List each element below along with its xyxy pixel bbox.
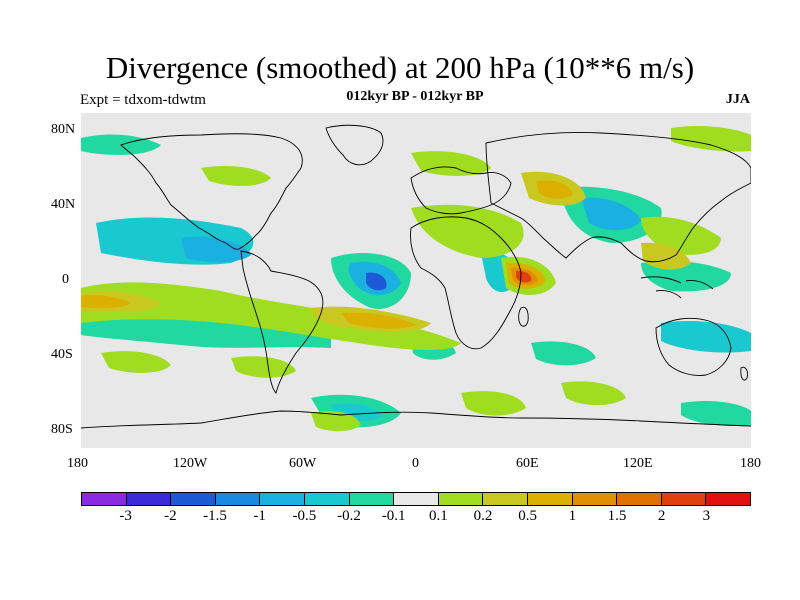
lon-label-60w: 60W bbox=[289, 456, 317, 471]
colorbar-swatch bbox=[572, 493, 618, 505]
field-blob bbox=[201, 166, 271, 186]
colorbar-tick-label: 1 bbox=[568, 508, 577, 524]
colorbar-swatch bbox=[260, 493, 305, 505]
coastline-australia bbox=[655, 317, 732, 376]
field-blob bbox=[231, 356, 296, 378]
colorbar-swatch bbox=[661, 493, 707, 505]
colorbar-swatch bbox=[126, 493, 172, 505]
colorbar-tick-label: 3 bbox=[702, 508, 711, 524]
lat-label-0: 0 bbox=[62, 272, 69, 287]
lon-label-0: 0 bbox=[412, 456, 419, 471]
lon-label-120w: 120W bbox=[173, 456, 208, 471]
field-blob bbox=[516, 270, 532, 283]
field-blob bbox=[311, 411, 361, 432]
lat-label-80s: 80S bbox=[51, 422, 73, 437]
experiment-label: Expt = tdxom-tdwtm bbox=[80, 92, 206, 108]
coastline-madagascar bbox=[518, 306, 529, 327]
colorbar-swatch bbox=[349, 493, 395, 505]
colorbar-swatch bbox=[171, 493, 216, 505]
lon-label-180e: 180 bbox=[740, 456, 761, 471]
colorbar-tick-label: -1 bbox=[253, 508, 266, 524]
lat-label-40n: 40N bbox=[51, 197, 76, 212]
colorbar-swatch bbox=[304, 493, 350, 505]
colorbar-tick-label: 0.2 bbox=[473, 508, 493, 524]
field-blob bbox=[411, 151, 491, 176]
coastline-maritime-continent bbox=[640, 276, 714, 299]
colorbar-tick-label: 0.5 bbox=[518, 508, 538, 524]
coastline-europe bbox=[410, 166, 512, 215]
season-label: JJA bbox=[725, 92, 750, 107]
colorbar-swatch bbox=[617, 493, 662, 505]
colorbar-tick-label: -1.5 bbox=[203, 508, 227, 524]
lat-label-40s: 40S bbox=[51, 347, 73, 362]
colorbar-swatch bbox=[215, 493, 261, 505]
field-blob bbox=[561, 381, 626, 406]
colorbar-swatch bbox=[438, 493, 484, 505]
coastline-new-zealand bbox=[740, 366, 748, 381]
coastlines bbox=[81, 124, 751, 429]
divergence-field bbox=[81, 125, 751, 432]
field-blob bbox=[341, 312, 416, 329]
plot-title: Divergence (smoothed) at 200 hPa (10**6 … bbox=[105, 50, 695, 85]
lon-label-60e: 60E bbox=[516, 456, 539, 471]
field-blob bbox=[671, 125, 751, 152]
field-blob bbox=[536, 180, 573, 199]
field-blob bbox=[531, 341, 596, 366]
colorbar-tick-label: -0.5 bbox=[292, 508, 317, 524]
field-blob bbox=[366, 272, 387, 291]
coastline-greenland bbox=[325, 124, 384, 166]
colorbar-tick-label: 2 bbox=[657, 508, 666, 524]
lon-label-120e: 120E bbox=[623, 456, 653, 471]
colorbar-tick-label: 1.5 bbox=[607, 508, 627, 524]
colorbar-swatch bbox=[82, 493, 127, 505]
field-blob bbox=[661, 321, 751, 353]
coastline-asia bbox=[485, 132, 751, 263]
field-blob bbox=[461, 391, 526, 416]
field-blob bbox=[581, 197, 641, 231]
colorbar-tick-label: 0.1 bbox=[428, 508, 448, 524]
coastline-africa bbox=[410, 216, 522, 350]
colorbar-swatch bbox=[483, 493, 528, 505]
coastline-north-america bbox=[120, 133, 303, 250]
divergence-map bbox=[81, 113, 751, 448]
plot-subtitle: 012kyr BP - 012kyr BP bbox=[346, 89, 484, 104]
lon-label-180w: 180 bbox=[67, 456, 88, 471]
field-blob bbox=[101, 351, 171, 373]
field-blob bbox=[411, 204, 524, 258]
lat-label-80n: 80N bbox=[51, 122, 76, 137]
colorbar bbox=[81, 492, 751, 506]
coastline-south-america bbox=[240, 250, 324, 394]
field-blob bbox=[181, 236, 251, 263]
colorbar-swatch bbox=[706, 493, 750, 505]
colorbar-tick-label: -2 bbox=[164, 508, 177, 524]
colorbar-swatch bbox=[527, 493, 573, 505]
field-blob bbox=[681, 400, 751, 426]
colorbar-tick-label: -0.2 bbox=[337, 508, 361, 524]
coastline-antarctica bbox=[81, 410, 751, 429]
map-background bbox=[81, 113, 751, 448]
field-blob bbox=[81, 282, 461, 350]
field-blob bbox=[641, 242, 691, 270]
colorbar-tick-label: -0.1 bbox=[381, 508, 406, 524]
colorbar-swatch bbox=[394, 493, 439, 505]
field-blob bbox=[81, 295, 131, 309]
colorbar-tick-label: -3 bbox=[119, 508, 132, 524]
